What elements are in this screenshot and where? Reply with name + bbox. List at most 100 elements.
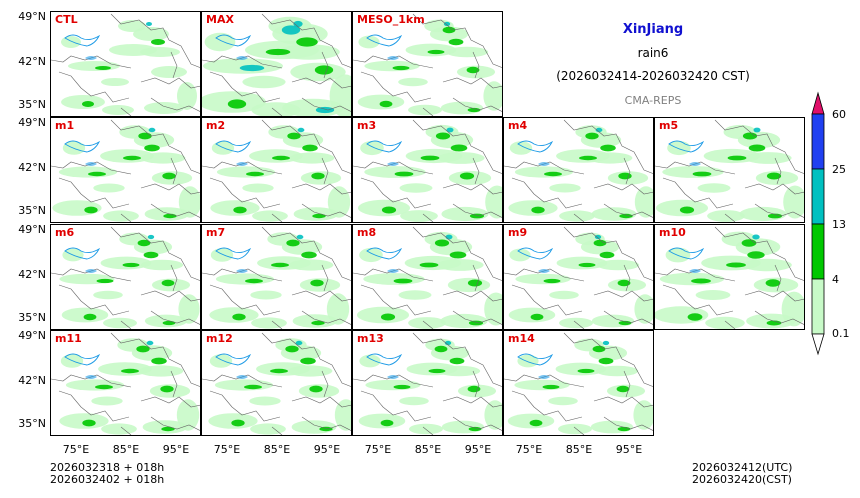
precip-area xyxy=(146,340,154,346)
border-line xyxy=(452,310,502,325)
precip-area xyxy=(359,354,381,368)
border-line xyxy=(472,157,480,185)
precip-area xyxy=(215,273,275,285)
lake-area xyxy=(85,375,97,379)
precip-area xyxy=(100,149,154,163)
border-line xyxy=(452,203,502,218)
precip-area xyxy=(742,132,758,140)
colorbar-label-4: 4 xyxy=(832,273,839,286)
precip-area xyxy=(742,258,792,272)
precip-area xyxy=(484,400,502,430)
precip-area xyxy=(140,259,184,271)
precip-area xyxy=(293,207,339,221)
border-line xyxy=(271,320,283,329)
lat-tick-label: 35°N xyxy=(18,204,46,217)
border-line xyxy=(291,290,351,302)
border-line xyxy=(110,13,200,68)
precip-area xyxy=(61,307,109,323)
precip-area xyxy=(137,239,151,247)
precip-area xyxy=(517,354,539,368)
region-title: XinJiang xyxy=(622,22,684,37)
border-line xyxy=(472,264,480,292)
precip-area xyxy=(679,206,695,214)
precip-area xyxy=(144,314,188,328)
map-panel-m11: m11 xyxy=(50,330,201,436)
init-time-cst: 2026032402 + 018h xyxy=(50,473,165,486)
precip-area xyxy=(752,234,760,240)
lake-area xyxy=(387,269,399,273)
map-panel-m13: m13 xyxy=(352,330,503,436)
precip-area xyxy=(271,262,289,268)
precip-area xyxy=(160,385,174,393)
precip-area xyxy=(549,290,579,300)
precip-area xyxy=(427,49,445,55)
precip-area xyxy=(138,132,152,140)
border-line xyxy=(120,107,132,116)
panel-label: m5 xyxy=(659,119,679,132)
precip-area xyxy=(530,313,544,321)
precip-area xyxy=(445,46,489,58)
precip-area xyxy=(364,60,420,72)
precip-area xyxy=(783,185,804,219)
precip-area xyxy=(459,172,475,180)
river-line xyxy=(215,247,252,260)
panel-label: MAX xyxy=(206,13,234,26)
border-line xyxy=(714,226,804,281)
border-line xyxy=(140,396,200,408)
river-line xyxy=(517,247,554,260)
border-line xyxy=(120,426,132,435)
precip-area xyxy=(138,365,184,377)
border-line xyxy=(623,370,631,398)
precip-area xyxy=(542,384,560,390)
precip-area xyxy=(437,152,485,164)
precip-area xyxy=(509,248,531,262)
precip-area xyxy=(249,396,281,406)
border-line xyxy=(360,390,432,422)
lake-area xyxy=(85,56,97,60)
border-line xyxy=(120,320,132,329)
lon-tick-label: 75°E xyxy=(62,443,90,456)
border-line xyxy=(301,97,351,112)
precip-area xyxy=(543,278,561,284)
border-line xyxy=(412,226,502,281)
precip-area xyxy=(662,166,724,178)
valid-time-utc: 2026032412(UTC) xyxy=(692,461,793,474)
precip-area xyxy=(399,183,433,193)
border-line xyxy=(422,107,434,116)
border-line xyxy=(110,226,200,281)
precip-area xyxy=(250,290,282,300)
river-line xyxy=(366,34,403,47)
river-line xyxy=(64,140,101,153)
precip-area xyxy=(176,399,200,431)
panel-label: m6 xyxy=(55,226,75,239)
border-line xyxy=(504,161,585,175)
precip-area xyxy=(295,340,303,346)
border-line xyxy=(209,71,281,103)
precip-area xyxy=(270,368,288,374)
precip-area xyxy=(485,185,502,219)
precip-area xyxy=(68,61,120,71)
precip-area xyxy=(595,365,639,377)
border-line xyxy=(321,157,329,185)
precip-area xyxy=(408,104,442,116)
precip-area xyxy=(592,345,606,353)
precip-area xyxy=(558,423,592,435)
map-panel-MESO_1km: MESO_1km xyxy=(352,11,503,117)
precip-area xyxy=(95,384,113,390)
precip-area xyxy=(449,251,467,259)
precip-area xyxy=(296,234,304,240)
river-line xyxy=(366,140,403,153)
lake-area xyxy=(538,375,550,379)
border-line xyxy=(573,426,585,435)
precip-area xyxy=(143,251,159,259)
precip-area xyxy=(144,207,190,221)
river-line xyxy=(668,247,705,260)
map-panel-m2: m2 xyxy=(201,117,352,223)
precip-area xyxy=(281,25,301,35)
lon-tick-label: 95°E xyxy=(313,443,341,456)
precip-area xyxy=(178,294,200,324)
colorbar-label-60: 60 xyxy=(832,108,846,121)
precip-area xyxy=(250,423,286,435)
border-line xyxy=(511,177,583,209)
precip-area xyxy=(529,419,543,427)
